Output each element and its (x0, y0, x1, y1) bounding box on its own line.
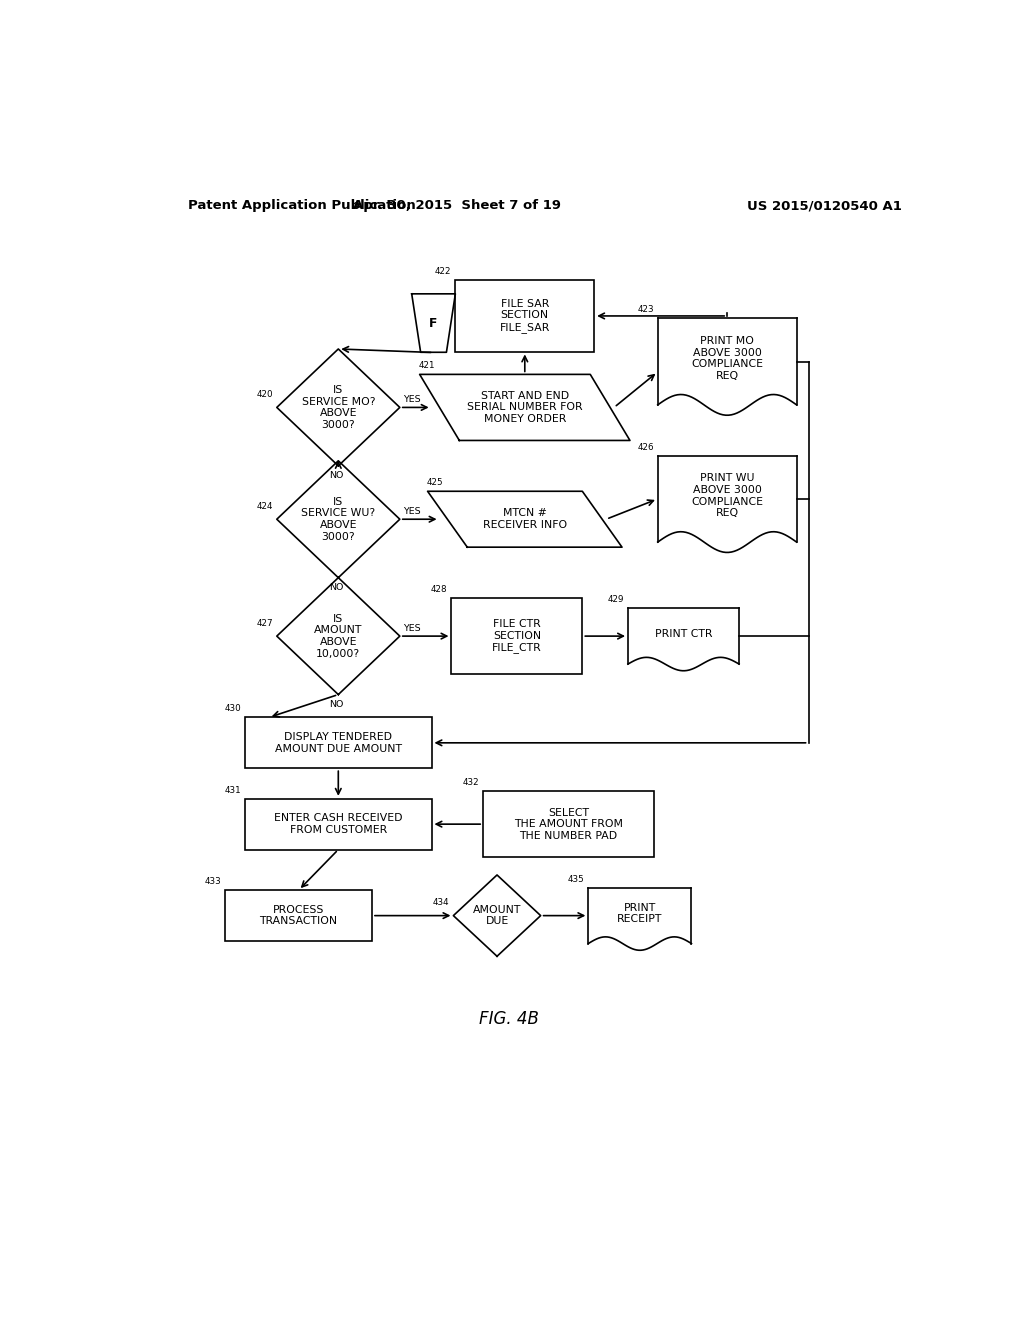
Text: 421: 421 (419, 362, 435, 371)
Text: IS
SERVICE WU?
ABOVE
3000?: IS SERVICE WU? ABOVE 3000? (301, 496, 376, 541)
Text: 431: 431 (224, 785, 241, 795)
Bar (245, 799, 431, 850)
Text: PRINT CTR: PRINT CTR (654, 630, 713, 639)
Bar (657, 318, 797, 405)
Bar (456, 280, 594, 351)
Text: 433: 433 (205, 878, 221, 886)
Polygon shape (454, 875, 541, 956)
Text: 432: 432 (463, 777, 479, 787)
Text: US 2015/0120540 A1: US 2015/0120540 A1 (748, 199, 902, 213)
Text: Patent Application Publication: Patent Application Publication (187, 199, 416, 213)
Text: YES: YES (403, 395, 421, 404)
Text: 429: 429 (607, 595, 624, 605)
Text: NO: NO (329, 471, 343, 480)
Text: PROCESS
TRANSACTION: PROCESS TRANSACTION (259, 904, 338, 927)
Text: Apr. 30, 2015  Sheet 7 of 19: Apr. 30, 2015 Sheet 7 of 19 (353, 199, 561, 213)
Text: 422: 422 (435, 268, 452, 276)
Text: FILE SAR
SECTION
FILE_SAR: FILE SAR SECTION FILE_SAR (500, 298, 550, 333)
Text: YES: YES (403, 624, 421, 634)
Text: NO: NO (329, 700, 343, 709)
Text: 435: 435 (567, 875, 585, 883)
Text: 430: 430 (224, 705, 241, 713)
Bar (452, 598, 583, 675)
Text: MTCN #
RECEIVER INFO: MTCN # RECEIVER INFO (482, 508, 567, 531)
Polygon shape (428, 491, 622, 548)
Text: 427: 427 (256, 619, 272, 628)
Text: AMOUNT
DUE: AMOUNT DUE (473, 904, 521, 927)
Text: 425: 425 (427, 478, 443, 487)
Text: 423: 423 (637, 305, 653, 314)
Text: PRINT WU
ABOVE 3000
COMPLIANCE
REQ: PRINT WU ABOVE 3000 COMPLIANCE REQ (691, 474, 763, 519)
Text: SELECT
THE AMOUNT FROM
THE NUMBER PAD: SELECT THE AMOUNT FROM THE NUMBER PAD (514, 808, 623, 841)
Bar (245, 718, 431, 768)
Text: 424: 424 (256, 502, 272, 511)
Bar (657, 455, 797, 543)
Text: 428: 428 (431, 585, 447, 594)
Polygon shape (412, 294, 456, 352)
Text: 420: 420 (256, 391, 272, 399)
Text: IS
AMOUNT
ABOVE
10,000?: IS AMOUNT ABOVE 10,000? (314, 614, 362, 659)
Bar (588, 887, 691, 944)
Text: DISPLAY TENDERED
AMOUNT DUE AMOUNT: DISPLAY TENDERED AMOUNT DUE AMOUNT (274, 733, 401, 754)
Text: START AND END
SERIAL NUMBER FOR
MONEY ORDER: START AND END SERIAL NUMBER FOR MONEY OR… (467, 391, 583, 424)
Text: FIG. 4B: FIG. 4B (479, 1010, 539, 1028)
Polygon shape (276, 348, 399, 466)
Text: IS
SERVICE MO?
ABOVE
3000?: IS SERVICE MO? ABOVE 3000? (301, 385, 375, 430)
Polygon shape (276, 461, 399, 578)
Text: PRINT MO
ABOVE 3000
COMPLIANCE
REQ: PRINT MO ABOVE 3000 COMPLIANCE REQ (691, 337, 763, 381)
Text: YES: YES (403, 507, 421, 516)
Bar (628, 609, 739, 664)
Bar (225, 890, 372, 941)
Text: 426: 426 (637, 442, 653, 451)
Polygon shape (420, 375, 630, 441)
Text: PRINT
RECEIPT: PRINT RECEIPT (617, 903, 663, 924)
Text: FILE CTR
SECTION
FILE_CTR: FILE CTR SECTION FILE_CTR (492, 619, 542, 653)
Text: 434: 434 (433, 899, 450, 907)
Text: ENTER CASH RECEIVED
FROM CUSTOMER: ENTER CASH RECEIVED FROM CUSTOMER (274, 813, 402, 836)
Text: F: F (429, 317, 437, 330)
Polygon shape (276, 578, 399, 694)
Bar (483, 791, 653, 857)
Text: NO: NO (329, 583, 343, 591)
